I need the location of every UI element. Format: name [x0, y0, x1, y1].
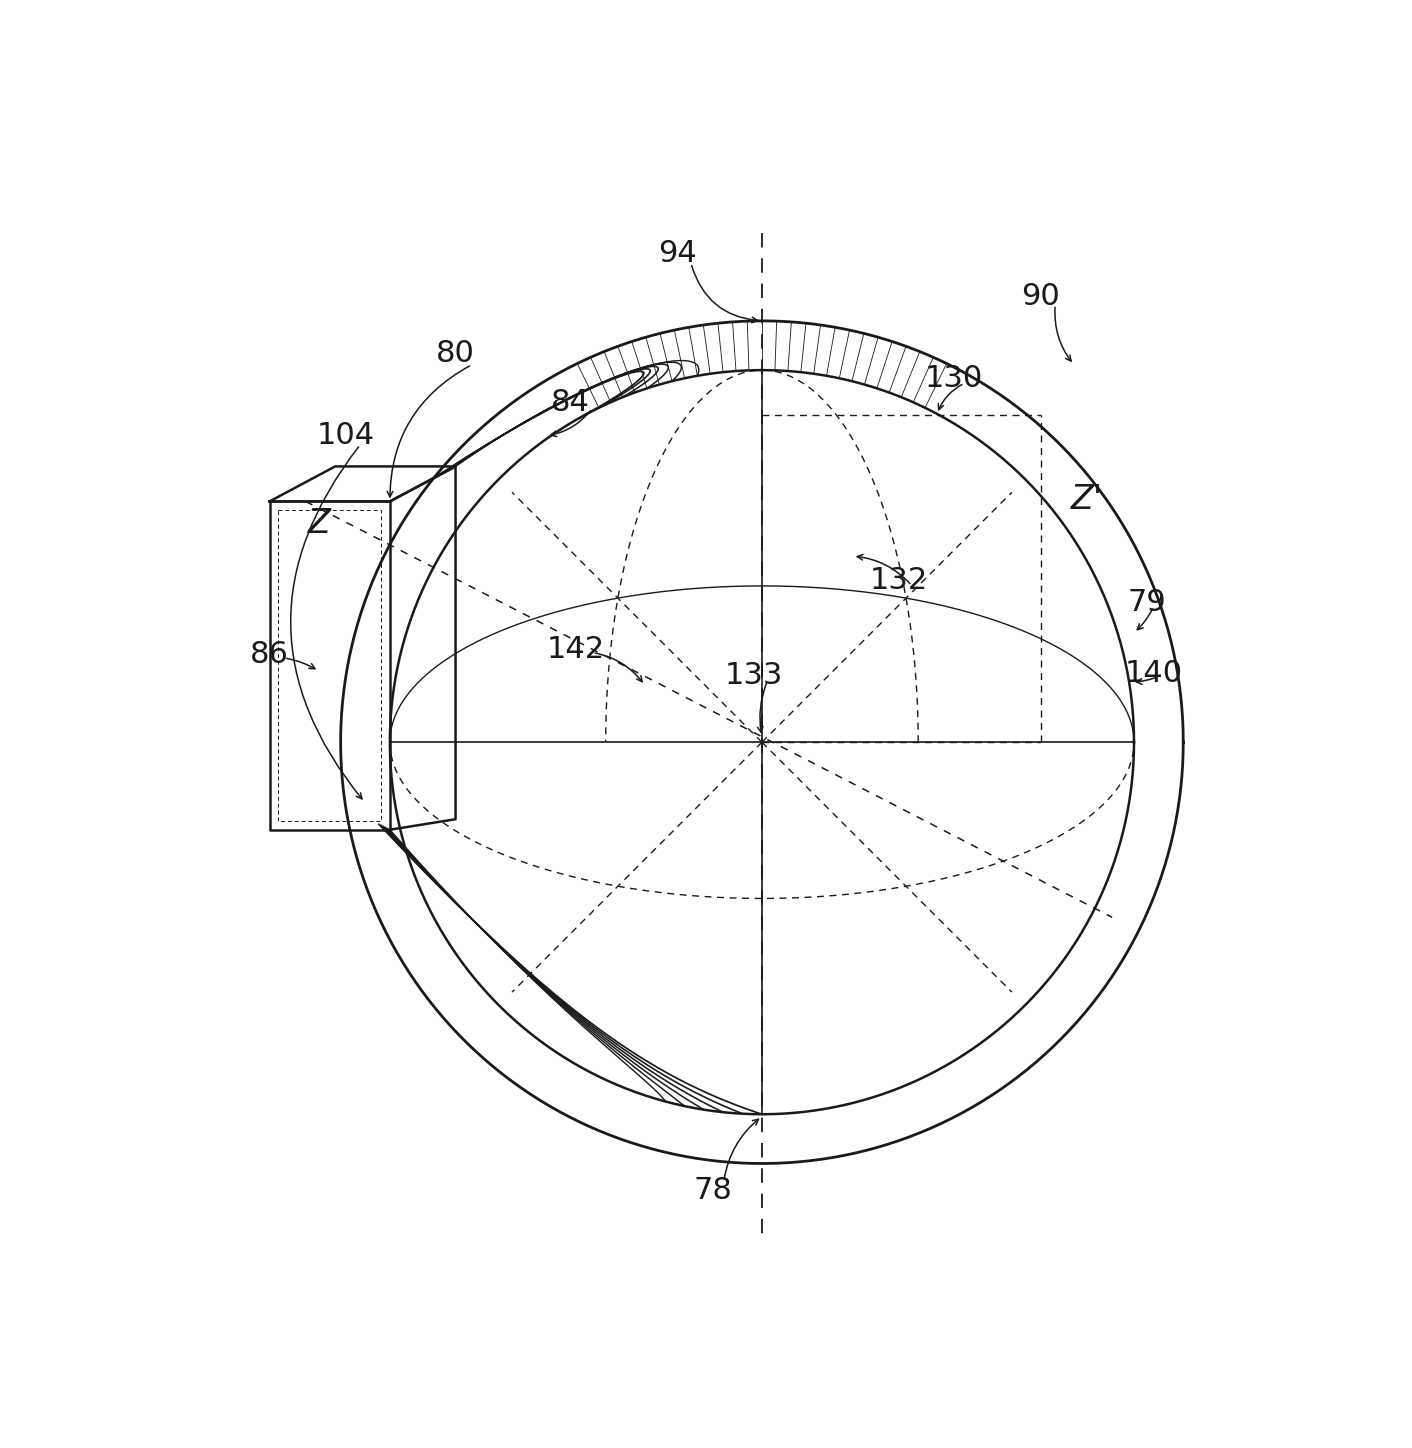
Text: 90: 90: [1022, 282, 1060, 311]
Text: 79: 79: [1128, 588, 1166, 617]
Text: 94: 94: [658, 239, 698, 268]
Text: 104: 104: [318, 421, 376, 450]
Text: 84: 84: [551, 388, 590, 417]
Text: 142: 142: [546, 634, 604, 663]
Text: 140: 140: [1124, 659, 1183, 688]
Text: 78: 78: [693, 1176, 733, 1205]
Text: Z: Z: [308, 507, 330, 540]
Text: Z': Z': [1070, 482, 1103, 515]
Text: 132: 132: [870, 566, 928, 595]
Text: 80: 80: [436, 339, 474, 368]
Text: 86: 86: [250, 640, 289, 669]
Text: 133: 133: [726, 660, 784, 689]
Text: 130: 130: [925, 365, 983, 394]
